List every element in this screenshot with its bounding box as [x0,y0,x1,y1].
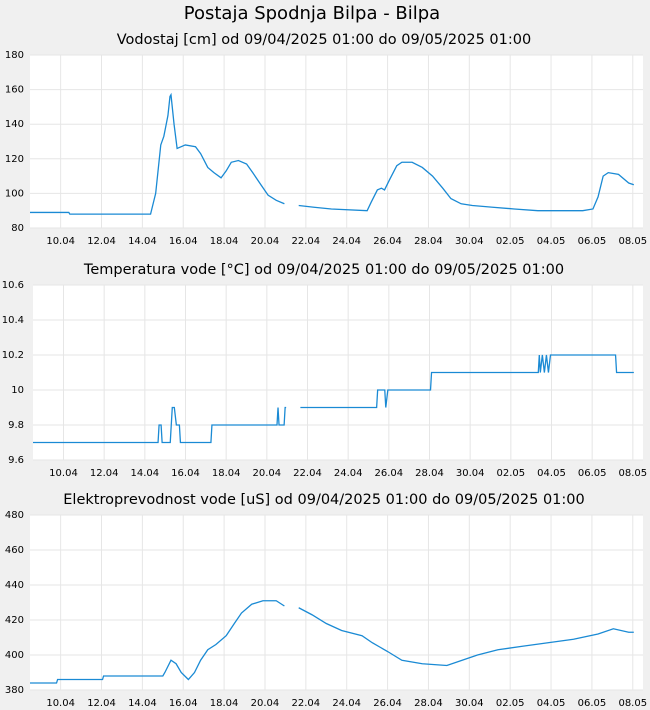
chart-title: Vodostaj [cm] od 09/04/2025 01:00 do 09/… [117,32,531,48]
x-tick-label: 24.04 [332,698,361,709]
x-tick-label: 02.05 [497,468,526,479]
x-tick-label: 16.04 [169,236,198,247]
data-line [30,92,635,215]
y-tick-label: 9.8 [8,420,24,431]
x-tick-label: 22.04 [293,468,322,479]
x-tick-label: 18.04 [212,468,241,479]
x-tick-label: 30.04 [456,468,485,479]
y-tick-label: 10.2 [2,350,24,361]
x-tick-label: 12.04 [87,698,116,709]
y-tick-label: 10 [11,385,24,396]
x-tick-label: 30.04 [455,698,484,709]
x-tick-label: 18.04 [210,698,239,709]
chart-title: Elektroprevodnost vode [uS] od 09/04/202… [63,492,584,508]
y-tick-label: 380 [5,685,24,696]
x-tick-label: 26.04 [373,698,402,709]
x-tick-label: 08.05 [618,698,647,709]
x-tick-label: 04.05 [537,468,566,479]
y-tick-label: 420 [5,615,24,626]
y-tick-label: 480 [5,510,24,521]
plot-area [33,285,643,460]
x-tick-label: 10.04 [46,236,75,247]
x-tick-label: 08.05 [619,468,648,479]
x-tick-label: 24.04 [332,236,361,247]
x-tick-label: 26.04 [373,236,402,247]
data-line [33,354,634,444]
y-tick-label: 400 [5,650,24,661]
x-tick-label: 22.04 [292,236,321,247]
x-tick-label: 16.04 [171,468,200,479]
y-tick-label: 140 [5,119,24,130]
x-tick-label: 24.04 [334,468,363,479]
x-tick-label: 06.05 [578,236,607,247]
x-tick-label: 02.05 [496,698,525,709]
x-tick-label: 14.04 [131,468,160,479]
y-tick-label: 10.4 [2,315,24,326]
x-tick-label: 12.04 [90,468,119,479]
x-tick-label: 10.04 [46,698,75,709]
page-title: Postaja Spodnja Bilpa - Bilpa [184,3,440,24]
x-tick-label: 04.05 [537,236,566,247]
x-tick-label: 10.04 [49,468,78,479]
x-tick-label: 30.04 [455,236,484,247]
x-tick-label: 20.04 [251,698,280,709]
x-tick-label: 26.04 [375,468,404,479]
x-tick-label: 14.04 [128,236,157,247]
x-tick-label: 28.04 [415,468,444,479]
x-tick-label: 06.05 [578,698,607,709]
y-tick-label: 9.6 [8,455,24,466]
y-tick-label: 180 [5,50,24,61]
x-tick-label: 02.05 [496,236,525,247]
plot-area [30,515,643,690]
x-tick-label: 08.05 [618,236,647,247]
y-tick-label: 10.6 [2,280,24,291]
x-tick-label: 20.04 [251,236,280,247]
y-tick-label: 160 [5,85,24,96]
y-tick-label: 100 [5,188,24,199]
x-tick-label: 14.04 [128,698,157,709]
x-tick-label: 28.04 [414,698,443,709]
x-tick-label: 06.05 [578,468,607,479]
x-tick-label: 20.04 [253,468,282,479]
y-tick-label: 80 [11,223,24,234]
plot-area [30,55,643,228]
data-line [30,600,634,684]
y-tick-label: 440 [5,580,24,591]
x-tick-label: 12.04 [87,236,116,247]
chart-title: Temperatura vode [°C] od 09/04/2025 01:0… [83,262,564,278]
x-tick-label: 16.04 [169,698,198,709]
y-tick-label: 120 [5,154,24,165]
x-tick-label: 04.05 [537,698,566,709]
x-tick-label: 18.04 [210,236,239,247]
x-tick-label: 22.04 [292,698,321,709]
y-tick-label: 460 [5,545,24,556]
x-tick-label: 28.04 [414,236,443,247]
